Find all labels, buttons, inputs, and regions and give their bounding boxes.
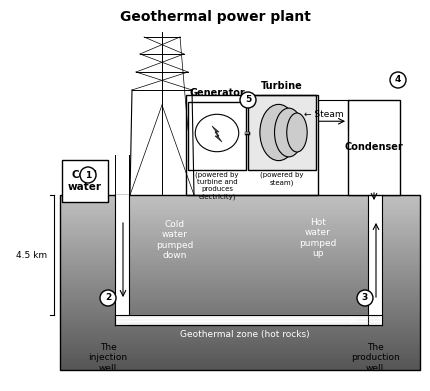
Text: Generator: Generator [189,88,245,98]
Bar [60,256,420,259]
Text: Geothermal zone (hot rocks): Geothermal zone (hot rocks) [180,330,310,339]
Bar [60,317,420,320]
Bar [60,361,420,364]
Bar [60,355,420,358]
Text: The
production
well: The production well [350,343,399,373]
Bar [60,259,420,262]
Bar [60,250,420,253]
Bar [60,335,420,338]
Bar [60,236,420,239]
Circle shape [80,167,96,183]
Polygon shape [212,126,222,142]
Bar [60,350,420,353]
Bar [60,215,420,218]
Text: Cold
water
pumped
down: Cold water pumped down [157,220,194,260]
Text: Turbine: Turbine [261,81,303,91]
Bar [60,297,420,300]
Text: (powered by
turbine and
produces
electricity): (powered by turbine and produces electri… [195,172,239,200]
Text: 1: 1 [85,170,91,179]
Bar [60,312,420,315]
Text: 4: 4 [395,75,401,84]
Text: 4.5 km: 4.5 km [16,251,48,260]
Circle shape [390,72,406,88]
Bar [60,245,420,248]
Bar [60,306,420,309]
Bar [60,221,420,224]
Bar [60,233,420,236]
Text: Cold
water: Cold water [68,170,102,192]
Bar [60,320,420,323]
Bar [60,227,420,230]
Text: The
injection
well: The injection well [89,343,128,373]
Bar [186,95,318,195]
Bar [60,212,420,215]
Bar [60,344,420,347]
Bar [60,315,420,317]
Bar [348,100,400,195]
Bar [60,294,420,297]
Bar [60,364,420,367]
Circle shape [357,290,373,306]
Circle shape [240,92,256,108]
Bar [60,239,420,242]
Bar [60,271,420,274]
Bar [60,262,420,265]
Bar [115,195,129,315]
Bar [60,326,420,329]
Text: Hot
water
pumped
up: Hot water pumped up [299,218,337,258]
Bar [60,248,420,250]
Text: 5: 5 [245,95,251,104]
Bar [62,160,108,202]
Bar [60,210,420,212]
Bar [60,218,420,221]
Text: (powered by
steam): (powered by steam) [260,172,304,186]
Text: 2: 2 [105,294,111,303]
Bar [60,309,420,312]
Bar [60,280,420,283]
Bar [60,195,420,198]
Text: 3: 3 [362,294,368,303]
Bar [60,300,420,303]
Bar [60,303,420,306]
Bar [60,367,420,370]
Ellipse shape [260,104,297,161]
Bar [60,274,420,277]
Bar [60,277,420,280]
Text: Condenser: Condenser [344,142,403,152]
Ellipse shape [274,108,303,157]
Text: ← Steam: ← Steam [304,110,344,119]
Bar [60,347,420,350]
Bar [60,242,420,245]
Bar [248,95,316,170]
Text: Geothermal power plant: Geothermal power plant [120,10,310,24]
Bar [60,332,420,335]
Bar [60,358,420,361]
Bar [60,323,420,326]
Bar [60,224,420,227]
Bar [60,338,420,341]
Bar [60,204,420,207]
Ellipse shape [287,113,307,152]
Bar [60,341,420,344]
Bar [60,268,420,271]
Bar [60,198,420,201]
Bar [60,201,420,204]
Circle shape [100,290,116,306]
Bar [60,353,420,355]
Bar [60,253,420,256]
Bar [60,283,420,285]
Bar [60,285,420,288]
Bar [60,265,420,268]
Bar [60,329,420,332]
Bar [368,195,382,315]
Bar [188,102,246,170]
Bar [60,195,420,370]
Bar [60,230,420,233]
Bar [60,291,420,294]
Bar [115,315,382,325]
Bar [60,207,420,210]
Bar [60,288,420,291]
